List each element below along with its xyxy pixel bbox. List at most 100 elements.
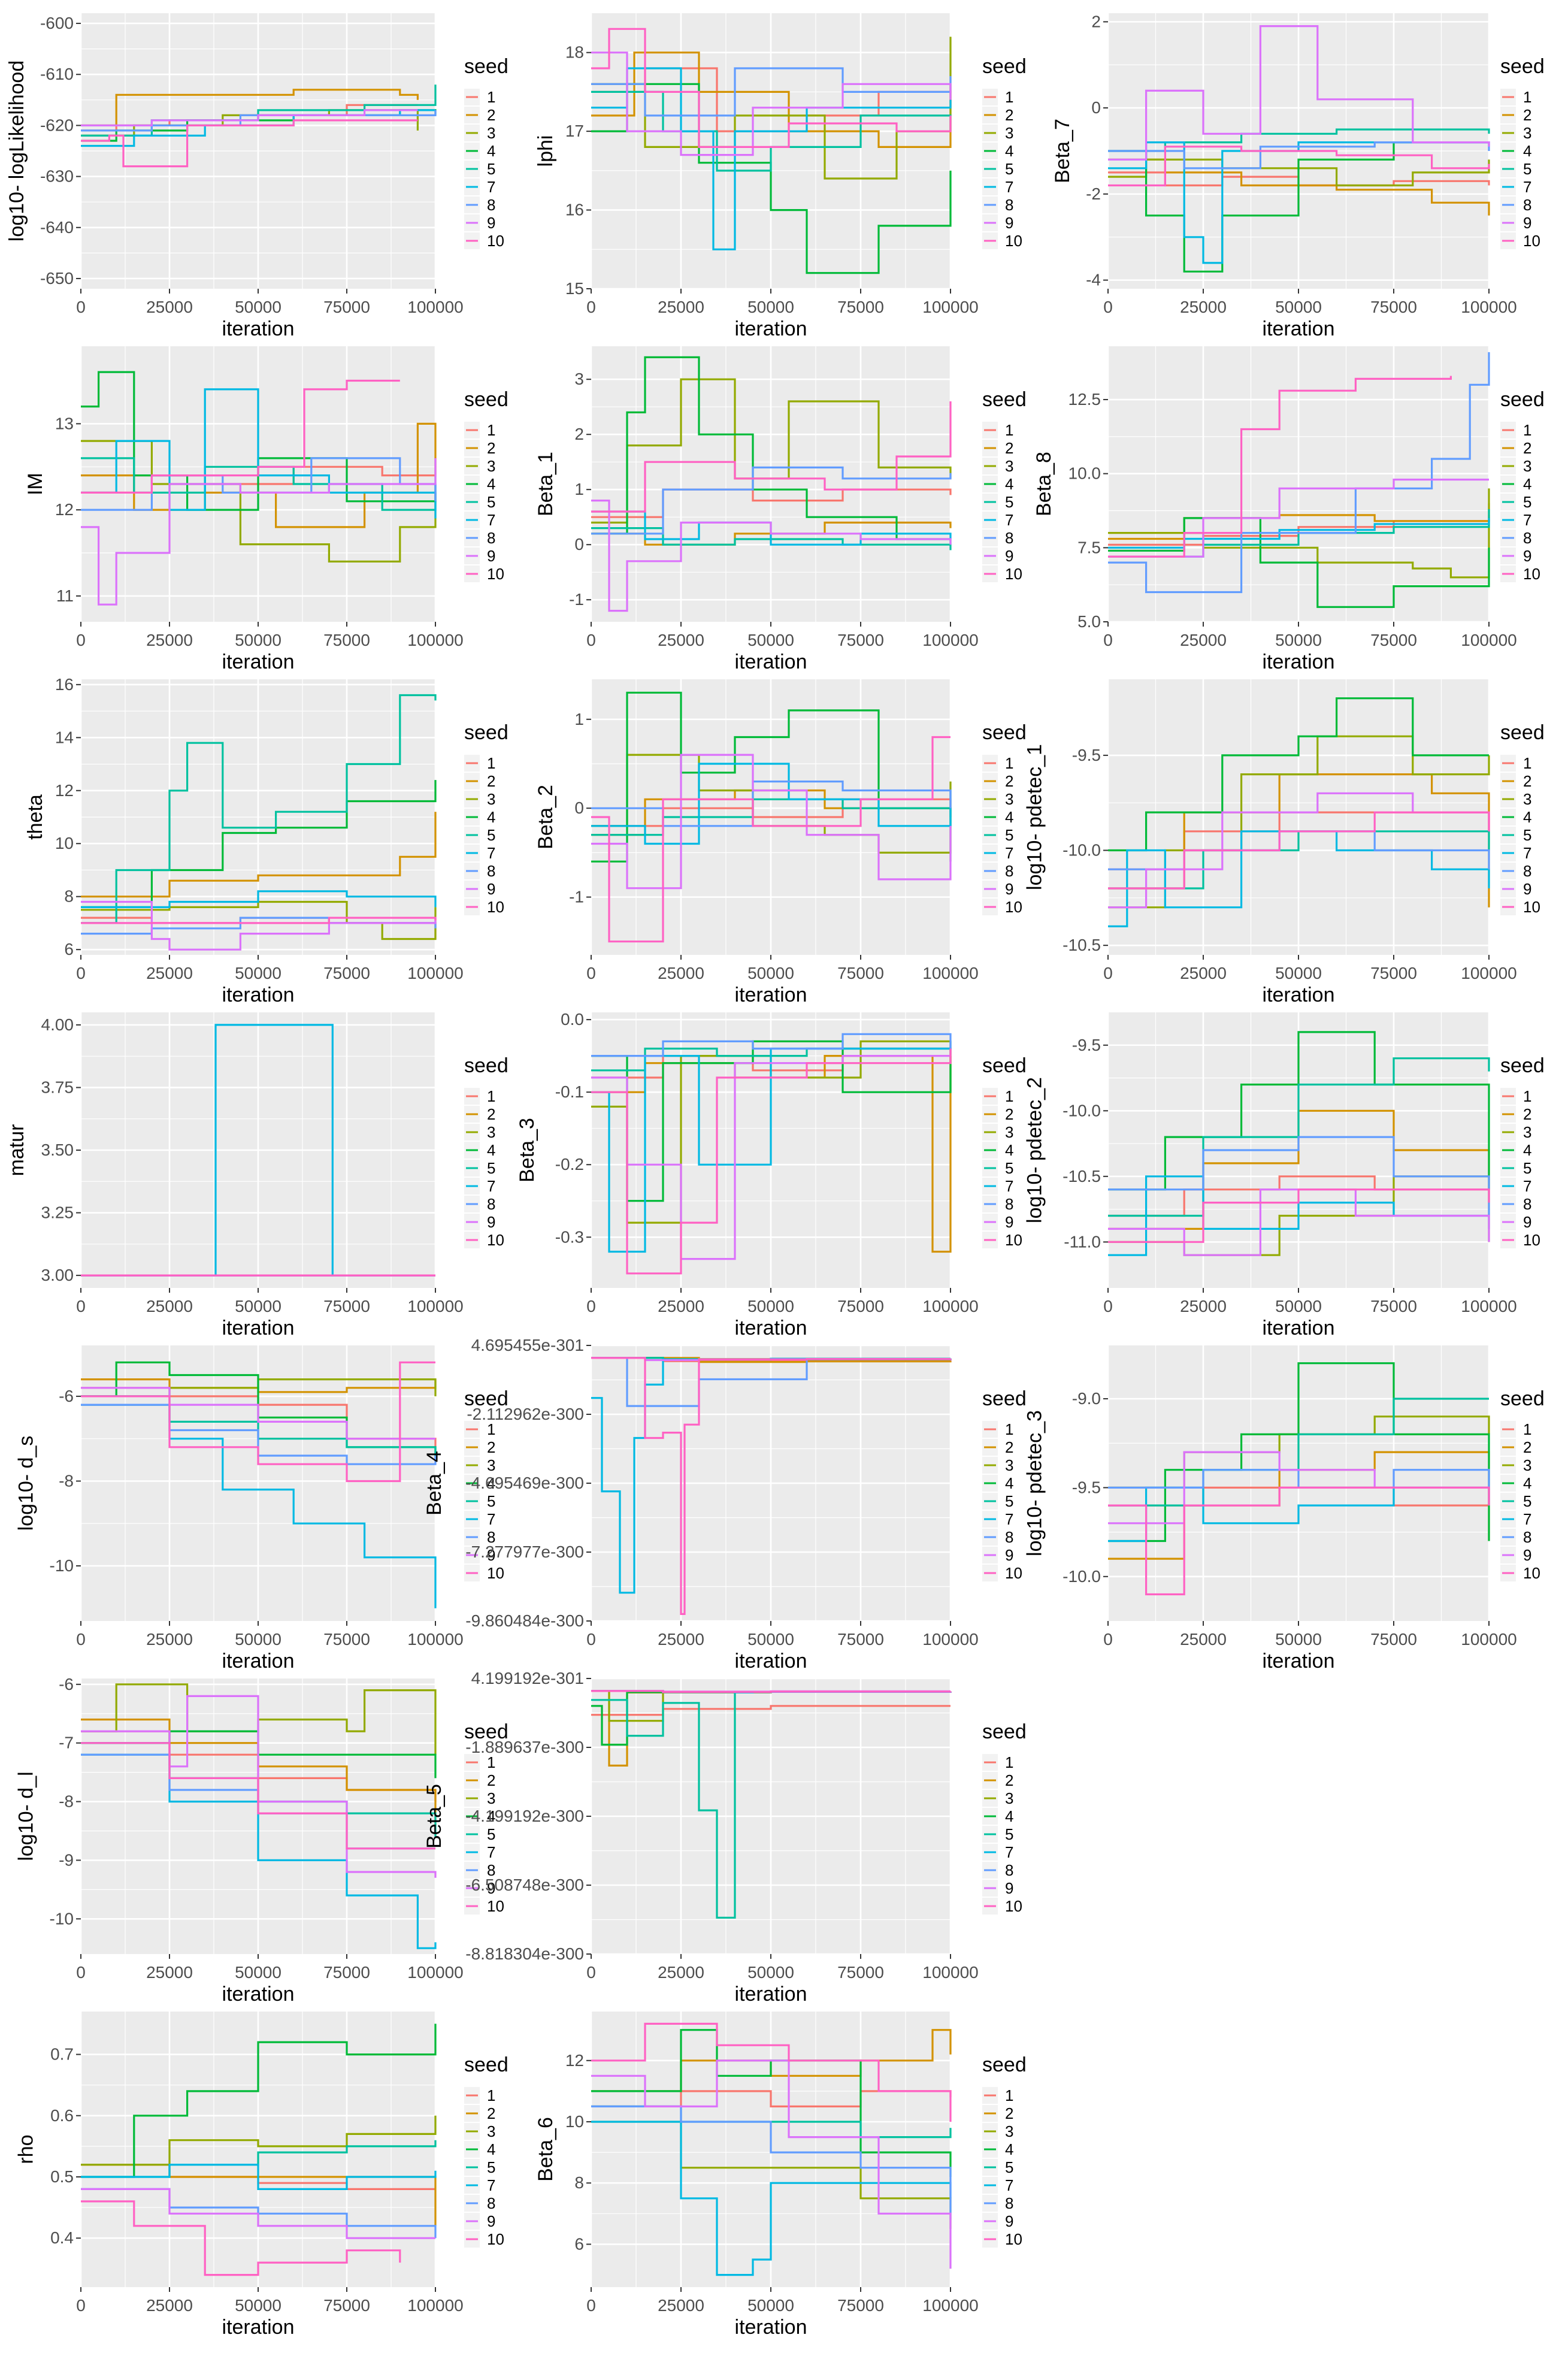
x-axis-title: iteration	[735, 2316, 807, 2339]
x-tick-label: 25000	[146, 1630, 193, 1649]
x-tick-label: 0	[1103, 1297, 1113, 1315]
series-line-seed-3	[81, 2115, 437, 2166]
legend-label: 9	[487, 1879, 495, 1897]
series-line-seed-10	[1108, 1188, 1490, 1243]
x-tick-label: 75000	[323, 631, 370, 649]
series-line-seed-8	[591, 466, 952, 535]
y-axis-title: log10- d_l	[15, 1771, 38, 1861]
x-tick-label: 0	[586, 631, 596, 649]
x-tick-label: 25000	[658, 1297, 704, 1315]
legend-label: 8	[1523, 1195, 1531, 1213]
legend-label: 8	[1005, 196, 1013, 214]
x-tick-label: 0	[76, 1963, 86, 1982]
legend-label: 7	[1005, 1510, 1013, 1528]
series-line-seed-7	[591, 763, 952, 845]
x-tick-label: 50000	[747, 2296, 794, 2315]
x-tick-label: 50000	[747, 964, 794, 982]
legend-label: 4	[1005, 808, 1013, 826]
y-tick-label: 10	[55, 834, 74, 852]
legend-label: 2	[487, 1438, 495, 1456]
y-tick-label: 3	[574, 370, 584, 388]
legend-label: 5	[487, 1159, 495, 1177]
legend-label: 2	[487, 1771, 495, 1789]
legend-label: 4	[1005, 142, 1013, 160]
x-axis-title: iteration	[735, 651, 807, 673]
y-tick-label: 0.0	[561, 1010, 584, 1029]
legend-title: seed	[982, 721, 1027, 744]
x-tick-label: 75000	[837, 964, 884, 982]
y-tick-label: -650	[40, 269, 74, 288]
legend-label: 10	[487, 2230, 504, 2248]
legend-label: 7	[487, 1177, 495, 1195]
x-tick-label: 25000	[658, 298, 704, 316]
x-tick-label: 25000	[658, 1630, 704, 1649]
y-axis-title: matur	[5, 1124, 28, 1176]
legend-label: 5	[1523, 493, 1531, 511]
y-tick-label: 5.0	[1077, 612, 1101, 631]
legend-label: 1	[1005, 1087, 1013, 1105]
legend-label: 7	[1523, 844, 1531, 862]
y-tick-label: -1.889637e-300	[465, 1738, 584, 1756]
x-tick-label: 25000	[146, 2296, 193, 2315]
legend-label: 9	[487, 1546, 495, 1564]
x-tick-label: 0	[586, 1297, 596, 1315]
series-line-seed-4	[81, 780, 437, 908]
x-tick-label: 0	[586, 2296, 596, 2315]
trace-panel-beta5: 0 25000 50000 75000 100000 -8.818304e-300 -6.5…	[423, 1669, 1027, 2006]
legend-label: 8	[1523, 196, 1531, 214]
legend-label: 3	[1005, 1789, 1013, 1807]
x-axis-title: iteration	[1263, 984, 1335, 1006]
legend-label: 10	[1005, 1231, 1022, 1249]
x-tick-label: 0	[1103, 631, 1113, 649]
legend-label: 8	[1005, 1195, 1013, 1213]
series-line-seed-4	[1108, 517, 1490, 608]
y-tick-label: 3.00	[41, 1266, 74, 1284]
legend-label: 5	[1523, 1159, 1531, 1177]
legend-label: 3	[1005, 1123, 1013, 1141]
series-line-seed-8	[591, 67, 952, 117]
y-tick-label: -6	[59, 1675, 74, 1693]
series-line-seed-9	[81, 900, 437, 951]
y-tick-label: -640	[40, 218, 74, 237]
x-tick-label: 100000	[922, 964, 978, 982]
legend-label: 1	[1523, 754, 1531, 772]
legend-title: seed	[982, 1054, 1027, 1077]
legend-label: 9	[1005, 1546, 1013, 1564]
legend-title: seed	[982, 1720, 1027, 1743]
y-tick-label: 11	[56, 586, 74, 605]
legend-label: 10	[1523, 232, 1540, 250]
legend-title: seed	[464, 1720, 508, 1743]
x-tick-label: 100000	[1461, 631, 1516, 649]
x-tick-label: 25000	[1180, 298, 1227, 316]
legend-label: 4	[1523, 142, 1531, 160]
y-tick-label: -11.0	[1064, 1232, 1101, 1251]
legend-label: 2	[1523, 106, 1531, 124]
series-line-seed-7	[591, 2121, 952, 2276]
legend-label: 1	[487, 1087, 495, 1105]
legend-label: 2	[1005, 1438, 1013, 1456]
series-line-seed-9	[81, 1387, 435, 1440]
legend-label: 7	[1005, 1177, 1013, 1195]
trace-panel-beta4: 0 25000 50000 75000 100000 -9.860484e-300 -7.2…	[423, 1336, 1027, 1672]
series-line-seed-3	[81, 440, 437, 562]
legend-label: 7	[487, 2176, 495, 2194]
legend-label: 3	[487, 790, 495, 808]
y-axis-title: log10- pdetec_3	[1024, 1410, 1046, 1556]
legend-label: 9	[1523, 1213, 1531, 1231]
series-line-seed-10	[81, 1742, 435, 1850]
legend-label: 4	[1523, 1141, 1531, 1159]
series-line-seed-10	[591, 1357, 952, 1615]
series-line-seed-10	[591, 1048, 952, 1275]
x-tick-label: 25000	[146, 298, 193, 316]
series-line-seed-10	[591, 401, 952, 513]
x-tick-label: 100000	[407, 1297, 463, 1315]
legend-label: 10	[487, 1897, 504, 1915]
trace-panel-pdetec1: 0 25000 50000 75000 100000 -10.5 -10.0 -9.5 iter…	[1024, 679, 1545, 1006]
x-axis-title: iteration	[222, 1983, 295, 2006]
x-tick-label: 100000	[1461, 1297, 1516, 1315]
series-line-seed-1	[591, 1705, 951, 1716]
x-axis-title: iteration	[222, 317, 295, 340]
legend-label: 8	[1523, 1528, 1531, 1546]
